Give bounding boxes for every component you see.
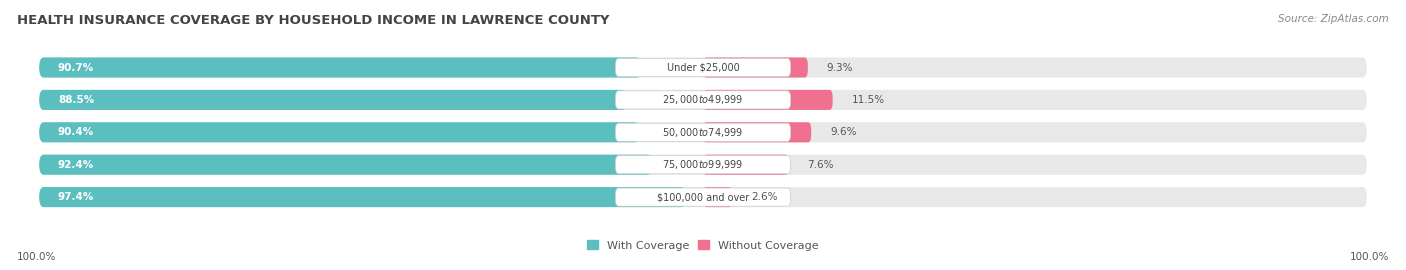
Text: 100.0%: 100.0% <box>17 252 56 262</box>
Text: 9.3%: 9.3% <box>827 62 853 73</box>
FancyBboxPatch shape <box>39 58 641 77</box>
Legend: With Coverage, Without Coverage: With Coverage, Without Coverage <box>582 236 824 255</box>
Text: 90.4%: 90.4% <box>58 127 94 137</box>
FancyBboxPatch shape <box>616 91 790 109</box>
Text: 90.7%: 90.7% <box>58 62 94 73</box>
Text: Under $25,000: Under $25,000 <box>666 62 740 73</box>
FancyBboxPatch shape <box>616 156 790 174</box>
Text: 9.6%: 9.6% <box>830 127 856 137</box>
FancyBboxPatch shape <box>39 187 686 207</box>
FancyBboxPatch shape <box>703 187 733 207</box>
Text: $75,000 to $99,999: $75,000 to $99,999 <box>662 158 744 171</box>
Text: 88.5%: 88.5% <box>58 95 94 105</box>
FancyBboxPatch shape <box>39 155 652 175</box>
FancyBboxPatch shape <box>39 122 1367 142</box>
Text: 97.4%: 97.4% <box>58 192 94 202</box>
FancyBboxPatch shape <box>39 122 640 142</box>
Text: 7.6%: 7.6% <box>807 160 834 170</box>
FancyBboxPatch shape <box>616 123 790 141</box>
Text: 11.5%: 11.5% <box>852 95 884 105</box>
Text: 100.0%: 100.0% <box>1350 252 1389 262</box>
Text: 92.4%: 92.4% <box>58 160 94 170</box>
FancyBboxPatch shape <box>703 90 832 110</box>
Text: HEALTH INSURANCE COVERAGE BY HOUSEHOLD INCOME IN LAWRENCE COUNTY: HEALTH INSURANCE COVERAGE BY HOUSEHOLD I… <box>17 14 609 26</box>
Text: Source: ZipAtlas.com: Source: ZipAtlas.com <box>1278 14 1389 23</box>
Text: $50,000 to $74,999: $50,000 to $74,999 <box>662 126 744 139</box>
FancyBboxPatch shape <box>39 58 1367 77</box>
FancyBboxPatch shape <box>703 58 808 77</box>
FancyBboxPatch shape <box>703 155 789 175</box>
FancyBboxPatch shape <box>39 155 1367 175</box>
Text: 2.6%: 2.6% <box>751 192 778 202</box>
FancyBboxPatch shape <box>39 187 1367 207</box>
Text: $25,000 to $49,999: $25,000 to $49,999 <box>662 93 744 106</box>
FancyBboxPatch shape <box>39 90 1367 110</box>
FancyBboxPatch shape <box>616 188 790 206</box>
FancyBboxPatch shape <box>703 122 811 142</box>
Text: $100,000 and over: $100,000 and over <box>657 192 749 202</box>
FancyBboxPatch shape <box>616 58 790 77</box>
FancyBboxPatch shape <box>39 90 627 110</box>
